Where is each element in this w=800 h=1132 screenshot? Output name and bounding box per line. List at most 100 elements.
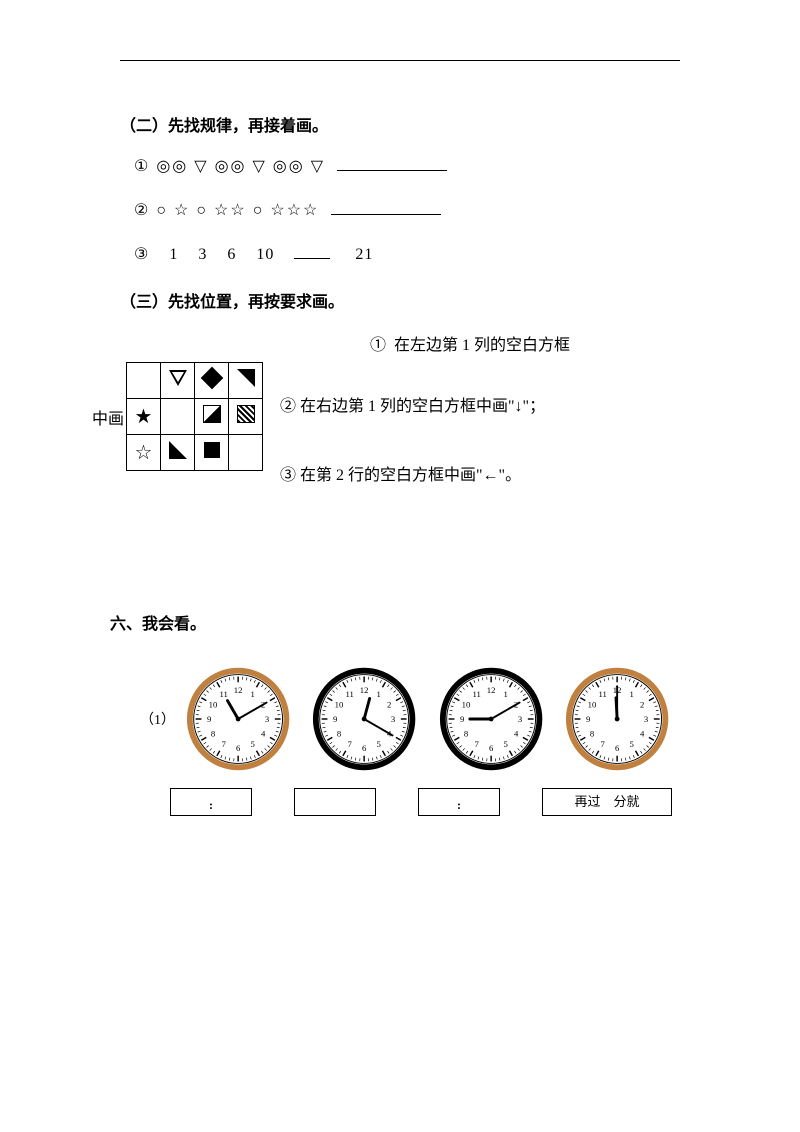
svg-text:12: 12 (234, 685, 243, 695)
cell-2-4 (229, 399, 263, 435)
cell-2-1: ★ (127, 399, 161, 435)
svg-text:9: 9 (459, 714, 463, 724)
i2-text: 在右边第 1 列的空白方框中画"↓"； (300, 398, 545, 415)
cell-1-3 (195, 363, 229, 399)
svg-text:11: 11 (472, 689, 480, 699)
svg-text:4: 4 (261, 729, 266, 739)
answer-boxes: : : 再过 分就 (170, 788, 690, 816)
svg-text:11: 11 (346, 689, 354, 699)
pattern-q1: ① ◎◎ ▽ ◎◎ ▽ ◎◎ ▽ (134, 156, 690, 176)
svg-text:10: 10 (587, 700, 596, 710)
cell-3-2 (161, 435, 195, 471)
svg-text:6: 6 (362, 743, 367, 753)
cell-3-1: ☆ (127, 435, 161, 471)
cell-1-4 (229, 363, 263, 399)
svg-text:7: 7 (600, 739, 605, 749)
q1-num: （1） (140, 709, 175, 729)
section6: 六、我会看。 （1） 123456789101112 1234567891011… (120, 610, 690, 816)
svg-text:5: 5 (377, 739, 381, 749)
instructions: ① 在左边第 1 列的空白方框 ② 在右边第 1 列的空白方框中画"↓"； ③ … (370, 332, 690, 490)
svg-text:11: 11 (598, 689, 606, 699)
answer-box-2[interactable] (294, 788, 376, 816)
clocks-row: （1） 123456789101112 123456789101112 1234… (140, 664, 690, 774)
q2-blank[interactable] (331, 214, 441, 215)
svg-text:8: 8 (463, 729, 468, 739)
page-content: （二）先找规律，再接着画。 ① ◎◎ ▽ ◎◎ ▽ ◎◎ ▽ ② ○ ☆ ○ ☆… (120, 100, 690, 816)
cell-1-1[interactable] (127, 363, 161, 399)
svg-text:10: 10 (209, 700, 218, 710)
svg-text:2: 2 (387, 700, 391, 710)
star-filled-icon: ★ (135, 406, 153, 428)
i3-label: ③ (280, 467, 296, 484)
clock-2: 123456789101112 (311, 664, 417, 774)
svg-text:12: 12 (360, 685, 369, 695)
svg-text:9: 9 (586, 714, 590, 724)
svg-text:12: 12 (486, 685, 495, 695)
i3-text: 在第 2 行的空白方框中画"←"。 (300, 467, 521, 484)
section6-title: 六、我会看。 (110, 610, 690, 634)
q3-n4: 10 (256, 246, 274, 263)
box4-text: 再过 分就 (574, 794, 639, 809)
section3-body: 中画 ★ ☆ (120, 332, 690, 490)
svg-text:1: 1 (503, 689, 507, 699)
svg-text:6: 6 (236, 743, 241, 753)
cell-2-3 (195, 399, 229, 435)
section2-title: （二）先找规律，再接着画。 (120, 112, 690, 136)
cell-3-4[interactable] (229, 435, 263, 471)
hatched-square-icon (237, 405, 255, 423)
q3-blank[interactable] (294, 258, 330, 259)
colon-icon: : (457, 798, 461, 813)
triangle-bl-icon (169, 441, 187, 459)
svg-text:7: 7 (348, 739, 353, 749)
diamond-filled-icon (200, 367, 223, 390)
instruction-3: ③ 在第 2 行的空白方框中画"←"。 (280, 462, 690, 491)
half-square-icon (203, 405, 221, 423)
svg-text:9: 9 (207, 714, 211, 724)
answer-box-3[interactable]: : (418, 788, 500, 816)
colon-icon: : (209, 798, 213, 813)
i2-label: ② (280, 398, 296, 415)
i1-label: ① (370, 337, 386, 354)
q1-label: ① (134, 158, 150, 175)
svg-text:3: 3 (265, 714, 269, 724)
q1-pattern: ◎◎ ▽ ◎◎ ▽ ◎◎ ▽ (156, 158, 325, 175)
clock-1: 123456789101112 (185, 664, 291, 774)
pattern-q2: ② ○ ☆ ○ ☆☆ ○ ☆☆☆ (134, 200, 690, 220)
svg-text:1: 1 (377, 689, 381, 699)
svg-text:6: 6 (488, 743, 493, 753)
svg-text:7: 7 (474, 739, 479, 749)
instruction-2: ② 在右边第 1 列的空白方框中画"↓"； (280, 393, 690, 422)
svg-text:2: 2 (640, 700, 644, 710)
i1-text: 在左边第 1 列的空白方框 (394, 337, 570, 354)
triangle-hollow-icon (169, 370, 187, 386)
svg-text:5: 5 (250, 739, 254, 749)
cell-3-3 (195, 435, 229, 471)
q3-n1: 1 (169, 246, 178, 263)
star-hollow-icon: ☆ (135, 442, 153, 464)
q3-n3: 6 (227, 246, 236, 263)
svg-text:8: 8 (337, 729, 342, 739)
svg-text:9: 9 (333, 714, 337, 724)
section3-title: （三）先找位置，再按要求画。 (120, 288, 690, 312)
grid-wrap: 中画 ★ ☆ (92, 362, 263, 471)
answer-box-4[interactable]: 再过 分就 (542, 788, 672, 816)
clock-3: 123456789101112 (438, 664, 544, 774)
svg-text:10: 10 (335, 700, 344, 710)
svg-text:7: 7 (221, 739, 226, 749)
svg-text:3: 3 (644, 714, 648, 724)
answer-box-1[interactable]: : (170, 788, 252, 816)
svg-text:6: 6 (615, 743, 620, 753)
triangle-tr-icon (237, 369, 255, 387)
svg-text:1: 1 (629, 689, 633, 699)
header-rule (120, 60, 680, 61)
svg-text:4: 4 (640, 729, 645, 739)
cell-2-2[interactable] (161, 399, 195, 435)
q2-pattern: ○ ☆ ○ ☆☆ ○ ☆☆☆ (156, 202, 319, 219)
q1-blank[interactable] (337, 170, 447, 171)
svg-text:3: 3 (391, 714, 395, 724)
svg-text:8: 8 (590, 729, 595, 739)
q3-label: ③ (134, 246, 149, 263)
grid-side-label: 中画 (92, 405, 124, 429)
svg-text:4: 4 (514, 729, 519, 739)
q2-label: ② (134, 202, 150, 219)
